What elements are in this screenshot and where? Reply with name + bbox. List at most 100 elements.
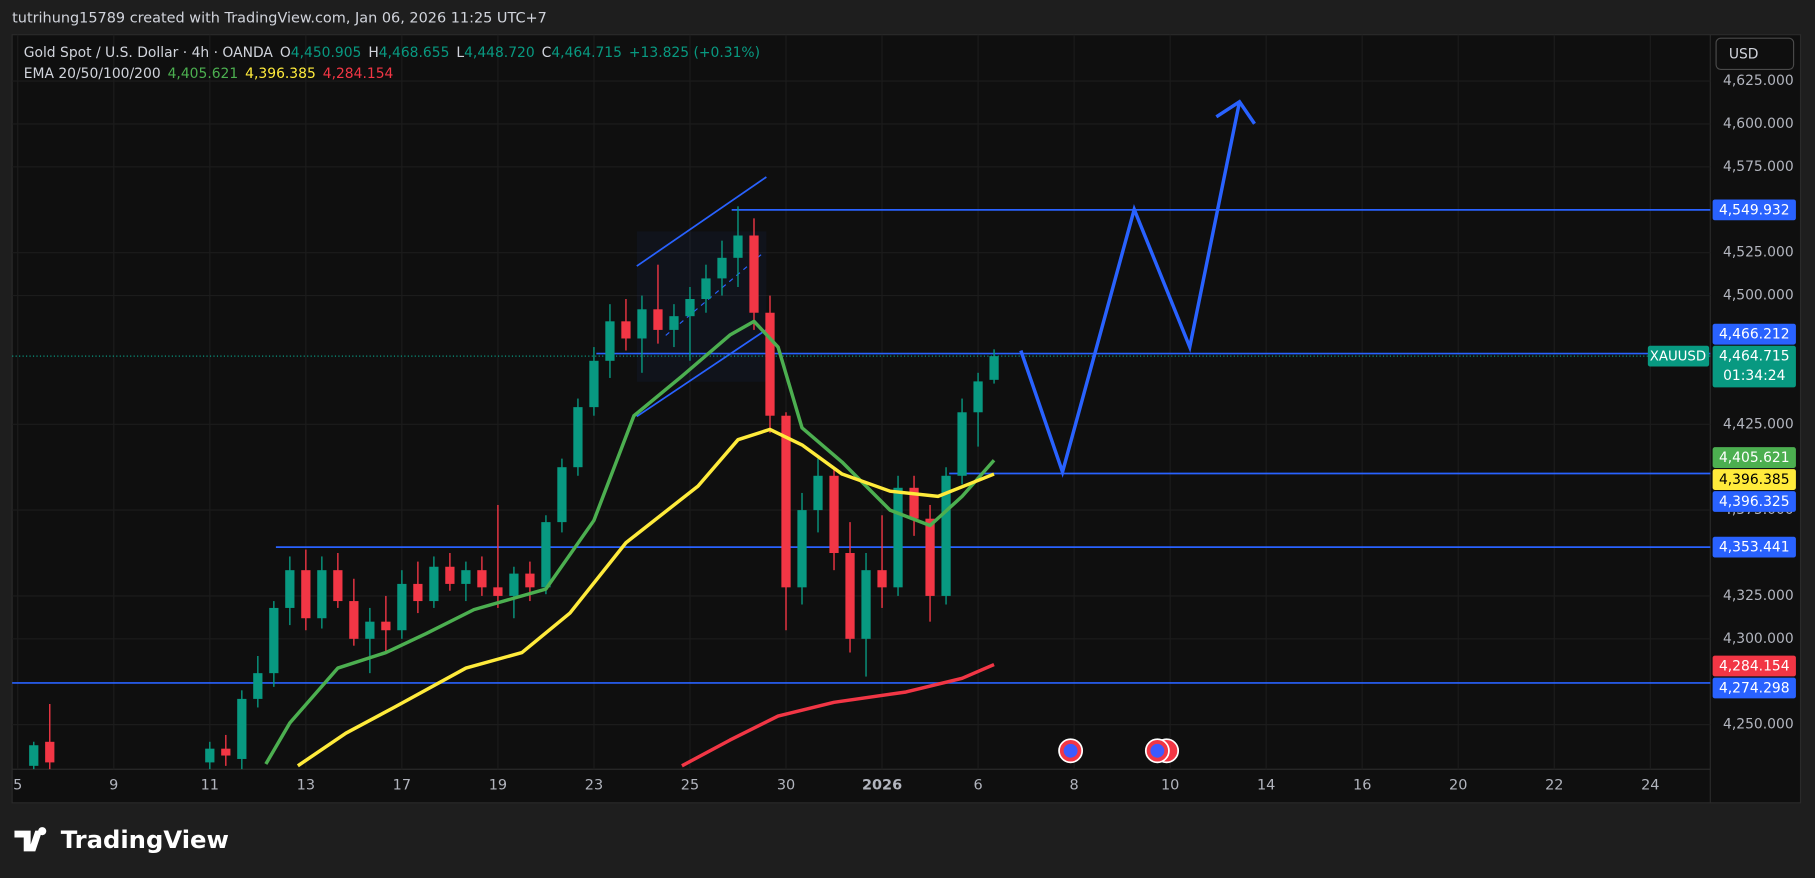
legend-key: C — [542, 45, 552, 61]
y-tick-label: 4,250.000 — [1723, 717, 1794, 733]
legend-ema-value: 4,284.154 — [323, 66, 394, 82]
y-tick-label: 4,325.000 — [1723, 588, 1794, 604]
candle-body — [733, 235, 743, 258]
candle-body — [445, 566, 455, 584]
price-label-box — [1712, 199, 1796, 221]
candle-body — [413, 583, 423, 602]
candle-body — [909, 487, 919, 519]
candle-body — [541, 522, 551, 588]
candle-body — [221, 748, 231, 756]
logo-text: TradingView — [61, 825, 229, 854]
candle-body — [301, 570, 311, 619]
candle-body — [877, 570, 887, 588]
candle-body — [637, 309, 647, 339]
candle-body — [285, 570, 295, 608]
grid — [12, 34, 1711, 770]
y-tick-label: 4,625.000 — [1723, 73, 1794, 89]
candle-body — [509, 573, 519, 596]
x-tick-label: 6 — [973, 777, 982, 793]
projection-arrowhead — [1215, 99, 1256, 125]
candle-body — [365, 621, 375, 639]
logo-icon — [14, 827, 47, 852]
legend-symbol: Gold Spot / U.S. Dollar · 4h · OANDA — [24, 45, 274, 61]
currency-button[interactable] — [1715, 37, 1795, 70]
candle-body — [493, 587, 503, 596]
x-tick-label: 19 — [489, 777, 507, 793]
candle-body — [973, 381, 983, 413]
legend-line: EMA 20/50/100/200 4,405.621 4,396.385 4,284… — [24, 66, 394, 82]
candle-body — [525, 573, 535, 588]
price-label: 4,284.154 — [1719, 659, 1790, 675]
candle-body — [669, 316, 679, 330]
legend-value: 4,450.905 — [291, 45, 362, 61]
price-label-box — [1712, 536, 1796, 558]
event-icons — [1058, 738, 1180, 764]
candle-body — [781, 415, 791, 588]
x-tick-label: 11 — [201, 777, 219, 793]
candle-body — [269, 607, 279, 674]
candle-body — [317, 570, 327, 619]
event-icon-inner — [1063, 743, 1078, 758]
last-price-box — [1712, 345, 1796, 388]
legend-key: L — [456, 45, 464, 61]
y-tick-label: 4,525.000 — [1723, 245, 1794, 261]
candle-body — [813, 475, 823, 511]
y-tick-label: 4,300.000 — [1723, 631, 1794, 647]
candle-body — [429, 566, 439, 602]
ema-line — [296, 427, 995, 768]
candle-body — [605, 321, 615, 361]
price-label: 4,549.932 — [1719, 202, 1790, 218]
x-tick-label: 25 — [681, 777, 699, 793]
x-tick-label: 14 — [1257, 777, 1275, 793]
candle-body — [957, 412, 967, 476]
price-labels: 4,549.932 4,466.212 4,396.325 4,353.441 4,27… — [1647, 199, 1796, 699]
legend-value: 4,464.715 — [551, 45, 622, 61]
legend-value: 4,468.655 — [379, 45, 450, 61]
legend-line: Gold Spot / U.S. Dollar · 4h · OANDA O4,4… — [24, 45, 760, 61]
legend-key: O — [280, 45, 291, 61]
price-label: 4,466.212 — [1719, 327, 1790, 343]
chart-pane — [11, 34, 1802, 804]
y-tick-label: 4,425.000 — [1723, 416, 1794, 432]
x-tick-label: 9 — [109, 777, 118, 793]
y-tick-label: 4,500.000 — [1723, 288, 1794, 304]
symbol-tag: XAUUSD — [1650, 350, 1706, 365]
candle-body — [893, 487, 903, 588]
ema-line — [264, 319, 996, 765]
currency-label: USD — [1729, 46, 1759, 62]
footer-logo: TradingView — [14, 825, 229, 854]
candle-body — [589, 360, 599, 408]
x-tick-label: 20 — [1449, 777, 1467, 793]
candle-body — [349, 601, 359, 639]
candle-body — [701, 278, 711, 300]
x-tick-label: 22 — [1545, 777, 1563, 793]
legend-indicator: EMA 20/50/100/200 — [24, 66, 161, 82]
candle-body — [925, 518, 935, 596]
legend-ema-value: 4,396.385 — [245, 66, 316, 82]
x-tick-label: 2026 — [862, 777, 902, 793]
candle-body — [29, 745, 39, 766]
candle-body — [845, 553, 855, 639]
candle-body — [477, 570, 487, 588]
candle-body — [941, 475, 951, 596]
countdown-label: 01:34:24 — [1723, 368, 1785, 384]
candle-body — [749, 235, 759, 313]
candle-body — [797, 510, 807, 588]
plot — [29, 206, 999, 770]
candle-body — [717, 257, 727, 279]
price-label-box — [1712, 447, 1796, 468]
price-label: 4,396.325 — [1719, 494, 1790, 510]
candle-body — [685, 299, 695, 317]
time-axis: 5 9 11 13 17 19 23 25 30 2026 6 8 10 14 16 20 22 24 — [13, 777, 1659, 793]
candle-body — [237, 698, 247, 759]
last-price-label: 4,464.715 — [1719, 349, 1790, 365]
legend-ema-value: 4,405.621 — [168, 66, 239, 82]
candle-body — [381, 621, 391, 631]
candle-body — [829, 475, 839, 554]
price-label-box — [1712, 323, 1796, 345]
channel-mid — [665, 251, 765, 336]
projection — [1019, 99, 1256, 478]
candle-body — [333, 570, 343, 602]
candle-body — [253, 673, 263, 699]
